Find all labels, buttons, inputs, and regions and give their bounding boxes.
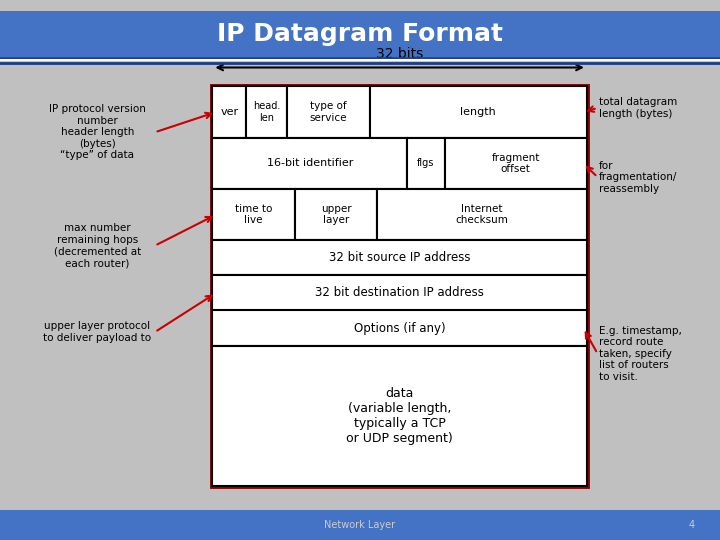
Bar bbox=[444, 138, 587, 189]
Bar bbox=[294, 189, 377, 240]
FancyBboxPatch shape bbox=[0, 510, 720, 540]
Bar bbox=[377, 189, 587, 240]
Text: E.g. timestamp,
record route
taken, specify
list of routers
to visit.: E.g. timestamp, record route taken, spec… bbox=[599, 326, 682, 382]
Text: 32 bit source IP address: 32 bit source IP address bbox=[329, 251, 470, 265]
Bar bbox=[212, 86, 246, 138]
Text: flgs: flgs bbox=[417, 158, 434, 168]
Text: Options (if any): Options (if any) bbox=[354, 321, 446, 335]
Text: for
fragmentation/
reassembly: for fragmentation/ reassembly bbox=[599, 160, 678, 194]
Text: 32 bits: 32 bits bbox=[376, 47, 423, 61]
Bar bbox=[212, 346, 587, 486]
Bar bbox=[407, 138, 444, 189]
Text: IP Datagram Format: IP Datagram Format bbox=[217, 22, 503, 46]
Text: length: length bbox=[460, 107, 496, 117]
Text: upper layer protocol
to deliver payload to: upper layer protocol to deliver payload … bbox=[43, 321, 151, 343]
Text: 16-bit identifier: 16-bit identifier bbox=[266, 158, 353, 168]
Bar bbox=[246, 86, 287, 138]
Text: IP protocol version
number
header length
(bytes)
“type” of data: IP protocol version number header length… bbox=[49, 104, 145, 160]
Text: total datagram
length (bytes): total datagram length (bytes) bbox=[599, 97, 678, 119]
FancyBboxPatch shape bbox=[0, 11, 720, 57]
Bar bbox=[212, 86, 587, 486]
Text: fragment
offset: fragment offset bbox=[492, 152, 540, 174]
Bar bbox=[212, 275, 587, 310]
Text: 4: 4 bbox=[688, 521, 694, 530]
Bar bbox=[212, 310, 587, 346]
Bar bbox=[212, 138, 407, 189]
Text: Internet
checksum: Internet checksum bbox=[456, 204, 508, 226]
Bar bbox=[212, 240, 587, 275]
Text: ver: ver bbox=[220, 107, 238, 117]
Text: data
(variable length,
typically a TCP
or UDP segment): data (variable length, typically a TCP o… bbox=[346, 387, 453, 445]
Text: Network Layer: Network Layer bbox=[325, 521, 395, 530]
Bar bbox=[369, 86, 587, 138]
Text: upper
layer: upper layer bbox=[320, 204, 351, 226]
Text: max number
remaining hops
(decremented at
each router): max number remaining hops (decremented a… bbox=[53, 224, 141, 268]
Bar bbox=[212, 189, 294, 240]
Text: type of
service: type of service bbox=[310, 102, 347, 123]
Text: 32 bit destination IP address: 32 bit destination IP address bbox=[315, 286, 484, 300]
Text: time to
live: time to live bbox=[235, 204, 272, 226]
Text: head.
len: head. len bbox=[253, 102, 280, 123]
Bar bbox=[287, 86, 369, 138]
